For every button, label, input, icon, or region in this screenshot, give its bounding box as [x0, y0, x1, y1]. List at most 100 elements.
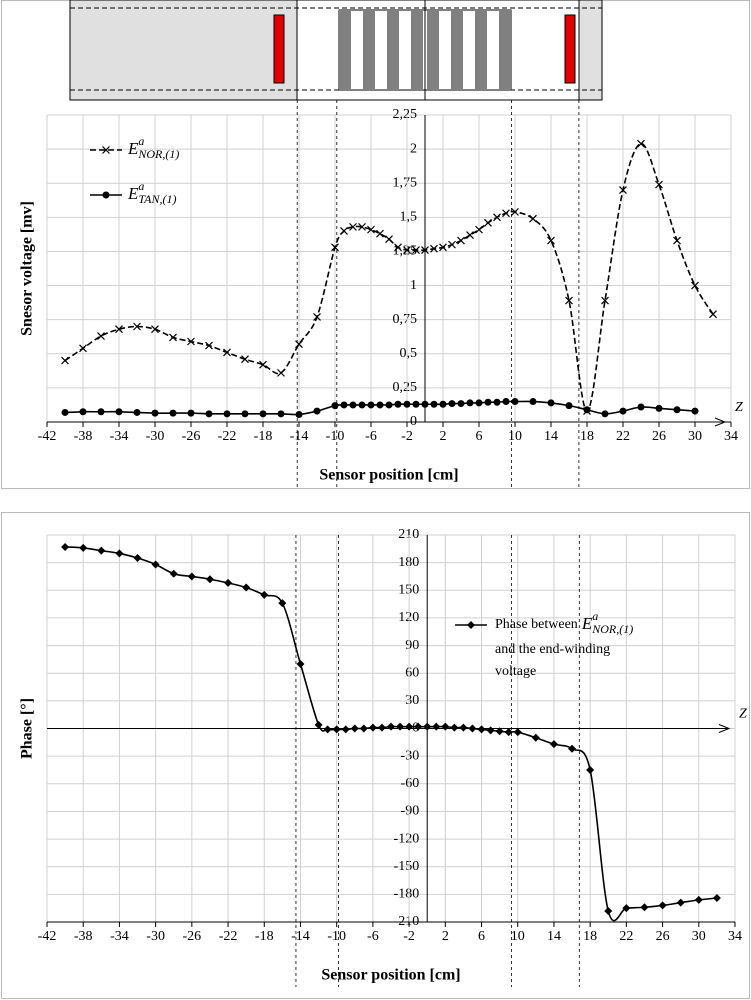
legend-symbol: E: [127, 139, 139, 158]
diamond-marker: [314, 720, 323, 729]
x-tick-label: 10: [508, 429, 522, 444]
legend-subscript: TAN,(1): [138, 192, 176, 206]
x-tick-label: -34: [110, 429, 129, 444]
diamond-marker: [115, 549, 124, 558]
diamond-marker: [477, 725, 486, 734]
legend-prefix: Phase between: [495, 617, 578, 632]
legend-subscript: NOR,(1): [591, 622, 633, 636]
diamond-marker: [486, 726, 495, 735]
diamond-marker: [387, 722, 395, 731]
y-tick-label: 1,5: [400, 210, 418, 225]
x-tick-label: 14: [547, 929, 561, 944]
diamond-marker: [658, 901, 667, 910]
legend-label: Phase between Ea NOR,(1): [495, 609, 633, 636]
schematic: [69, 0, 603, 101]
x-axis-title: Sensor position [cm]: [321, 967, 460, 984]
x-marker: [691, 281, 699, 290]
schematic-left-block: [69, 0, 298, 101]
x-tick-label: -18: [254, 429, 273, 444]
x-tick-label: 30: [692, 929, 706, 944]
circle-marker: [583, 406, 591, 414]
diamond-marker: [61, 542, 70, 551]
circle-marker: [439, 400, 447, 408]
circle-marker: [619, 407, 627, 415]
diamond-marker: [97, 546, 106, 555]
circle-marker: [61, 408, 69, 416]
x-tick-label: 2: [440, 429, 447, 444]
circle-marker: [259, 410, 267, 418]
x-marker: [295, 340, 303, 349]
x-marker: [358, 222, 366, 231]
legend-entry: Ea TAN,(1): [90, 179, 177, 206]
x-tick-label: 10: [511, 929, 525, 944]
diamond-marker: [495, 727, 504, 736]
y-axis-title: Snesor voltage [mv]: [19, 201, 36, 336]
diamond-marker: [694, 895, 703, 904]
circle-marker: [412, 400, 420, 408]
x-marker: [439, 243, 447, 252]
diamond-marker: [568, 744, 577, 753]
x-marker: [484, 218, 492, 227]
circle-marker: [313, 407, 321, 415]
circle-marker: [205, 410, 213, 418]
circle-marker: [385, 401, 393, 409]
circle-marker: [340, 401, 348, 409]
x-marker: [502, 209, 510, 218]
x-marker: [79, 344, 87, 353]
x-tick-label: -22: [218, 429, 237, 444]
x-tick-label: 6: [476, 429, 483, 444]
circle-marker: [394, 400, 402, 408]
y-tick-label: 0,5: [400, 346, 418, 361]
schematic-sensor: [564, 14, 576, 84]
legend-label: Ea NOR,(1): [127, 134, 179, 161]
circle-marker: [349, 401, 357, 409]
circle-marker: [673, 406, 681, 414]
circle-marker: [475, 399, 483, 407]
diamond-marker: [467, 621, 475, 629]
circle-marker: [133, 408, 141, 416]
legend-symbol: E: [127, 184, 139, 203]
circle-marker: [547, 399, 555, 407]
diamond-marker: [341, 725, 350, 734]
circle-marker: [187, 409, 195, 417]
circle-marker: [430, 400, 438, 408]
y-tick-label: -150: [394, 859, 420, 874]
y-tick-label: 210: [398, 527, 419, 542]
diamond-marker: [712, 894, 721, 903]
x-tick-label: -2: [403, 929, 415, 944]
x-marker: [277, 368, 285, 377]
circle-marker: [151, 409, 159, 417]
x-tick-label: -42: [38, 929, 57, 944]
y-tick-label: 30: [405, 693, 419, 708]
x-tick-label: -6: [365, 429, 377, 444]
diamond-marker: [441, 722, 450, 731]
diamond-marker: [323, 725, 332, 734]
diamond-marker: [350, 724, 359, 733]
diamond-marker: [586, 765, 595, 774]
x-tick-label: -18: [255, 929, 274, 944]
y-tick-label: 90: [405, 638, 419, 653]
y-axis-title: Phase [°]: [19, 698, 36, 759]
schematic-sensor: [273, 14, 285, 84]
circle-marker: [529, 398, 537, 406]
x-marker: [223, 348, 231, 357]
y-tick-label: -90: [401, 804, 420, 819]
diamond-marker: [640, 903, 649, 912]
circle-marker: [376, 401, 384, 409]
diamond-marker: [151, 560, 160, 569]
legend-superscript: a: [592, 609, 598, 623]
x-marker: [61, 356, 69, 365]
diamond-marker: [377, 723, 386, 732]
diamond-marker: [296, 660, 305, 668]
x-marker: [619, 186, 627, 194]
circle-marker: [637, 403, 645, 411]
circle-marker: [601, 410, 609, 418]
x-marker: [394, 243, 402, 252]
diamond-marker: [531, 733, 540, 742]
circle-marker: [403, 400, 411, 408]
x-marker: [385, 235, 393, 244]
x-marker: [331, 243, 339, 252]
x-tick-label: 22: [616, 429, 630, 444]
